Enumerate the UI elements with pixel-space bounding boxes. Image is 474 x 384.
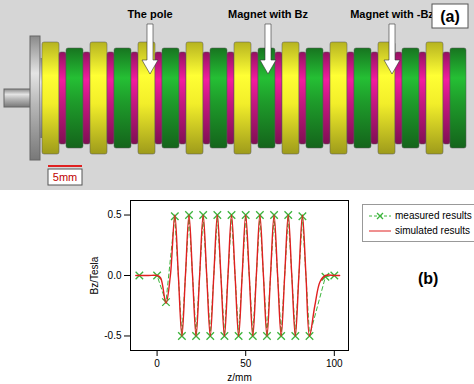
svg-text:z/mm: z/mm xyxy=(227,372,251,383)
svg-text:Bz/Tesla: Bz/Tesla xyxy=(89,256,100,294)
svg-text:50: 50 xyxy=(240,358,252,369)
svg-text:0.0: 0.0 xyxy=(108,270,122,281)
svg-text:100: 100 xyxy=(326,358,343,369)
svg-text:The pole: The pole xyxy=(127,8,172,20)
svg-text:Magnet with -Bz: Magnet with -Bz xyxy=(350,8,434,20)
html-text:measured results: measured results xyxy=(395,210,472,221)
html-text:(b): (b) xyxy=(418,270,439,287)
html-text:simulated results: simulated results xyxy=(395,225,470,236)
svg-text:(a): (a) xyxy=(440,8,460,25)
svg-text:5mm: 5mm xyxy=(53,171,77,183)
svg-text:-0.5: -0.5 xyxy=(104,330,122,341)
svg-text:Magnet with Bz: Magnet with Bz xyxy=(228,8,309,20)
svg-text:0.5: 0.5 xyxy=(108,209,122,220)
svg-text:0: 0 xyxy=(154,358,160,369)
